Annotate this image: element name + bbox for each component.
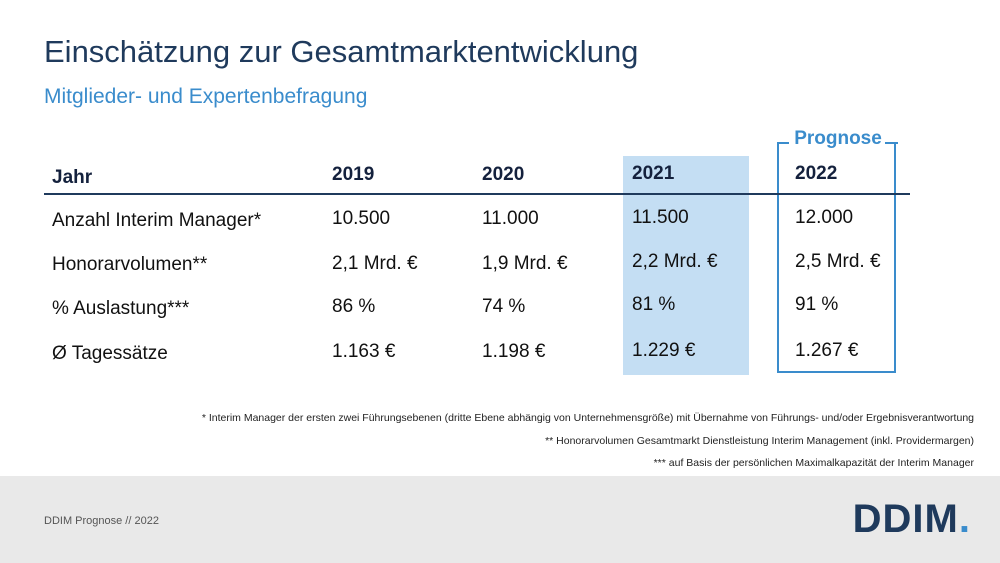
table-cell: 1.198 € xyxy=(482,341,546,362)
slide-title: Einschätzung zur Gesamtmarktentwicklung xyxy=(44,34,639,69)
table-cell: 1,9 Mrd. € xyxy=(482,253,568,274)
prognose-bracket-top-right xyxy=(885,142,898,144)
footnotes: * Interim Manager der ersten zwei Führun… xyxy=(202,407,974,475)
header-divider xyxy=(44,193,910,195)
table-cell: 10.500 xyxy=(332,208,391,229)
slide-subtitle: Mitglieder- und Expertenbefragung xyxy=(44,85,368,108)
prognose-bracket xyxy=(777,142,896,373)
header-jahr: Jahr xyxy=(52,167,93,188)
logo-text: DDIM xyxy=(852,497,959,541)
row-label: Ø Tagessätze xyxy=(52,343,168,364)
table-cell: 2,1 Mrd. € xyxy=(332,253,418,274)
row-label: Honorarvolumen** xyxy=(52,254,208,275)
header-2022: 2022 xyxy=(795,163,838,184)
header-2019: 2019 xyxy=(332,164,375,185)
table-cell: 2,5 Mrd. € xyxy=(795,251,881,272)
ddim-logo: DDIM. xyxy=(853,497,971,542)
header-2020: 2020 xyxy=(482,164,525,185)
table-cell: 11.000 xyxy=(482,208,539,229)
logo-dot: . xyxy=(958,497,971,541)
footnote-2: ** Honorarvolumen Gesamtmarkt Dienstleis… xyxy=(545,434,974,447)
header-2021: 2021 xyxy=(632,163,675,184)
table-cell: 1.267 € xyxy=(795,340,859,361)
footer-text: DDIM Prognose // 2022 xyxy=(44,515,159,527)
footnote-3: *** auf Basis der persönlichen Maximalka… xyxy=(653,457,974,469)
table-cell: 91 % xyxy=(795,294,839,315)
table-cell: 1.163 € xyxy=(332,341,396,362)
table-cell: 2,2 Mrd. € xyxy=(632,251,718,272)
footer-bar xyxy=(0,476,1000,563)
prognose-bracket-top-left xyxy=(777,142,789,144)
table-cell: 11.500 xyxy=(632,207,689,228)
table-cell: 74 % xyxy=(482,296,526,317)
prognose-label: Prognose xyxy=(794,128,882,149)
row-label: Anzahl Interim Manager* xyxy=(52,210,262,231)
table-cell: 86 % xyxy=(332,296,376,317)
highlight-2021-column xyxy=(623,156,749,375)
row-label: % Auslastung*** xyxy=(52,298,190,319)
table-cell: 81 % xyxy=(632,294,676,315)
footnote-1: * Interim Manager der ersten zwei Führun… xyxy=(201,412,974,424)
table-cell: 1.229 € xyxy=(632,340,696,361)
table-cell: 12.000 xyxy=(795,207,854,228)
